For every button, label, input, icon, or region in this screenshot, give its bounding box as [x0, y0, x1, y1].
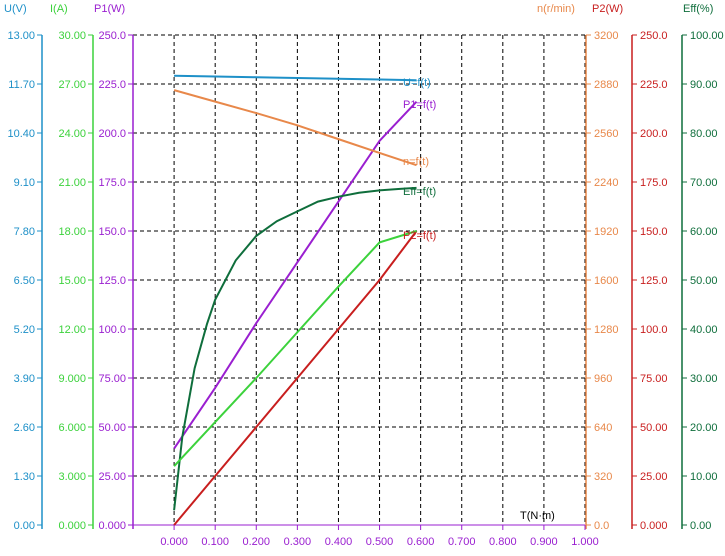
tick-label-p1: 200.0: [98, 128, 126, 140]
x-tick-label: 1.000: [571, 536, 599, 548]
x-tick-label: 0.200: [243, 536, 271, 548]
curve-label: n=f(t): [403, 156, 429, 168]
series-line-eff: [173, 186, 417, 511]
tick-label-p2: 50.00: [640, 422, 668, 434]
tick-label-i: 6.000: [58, 422, 86, 434]
tick-label-p2: 150.0: [640, 226, 668, 238]
series-line-u: [174, 74, 417, 82]
tick-label-p2: 200.0: [640, 128, 668, 140]
curve-label: P1=f(t): [403, 99, 436, 111]
tick-label-eff: 90.00: [690, 79, 718, 91]
axis-title-u: U(V): [4, 3, 27, 15]
tick-label-n: 2240: [594, 177, 618, 189]
series-line-p1: [173, 100, 418, 450]
tick-label-n: 320: [594, 471, 612, 483]
tick-label-n: 2880: [594, 79, 618, 91]
tick-label-eff: 20.00: [690, 422, 718, 434]
x-tick-label: 0.700: [448, 536, 476, 548]
tick-label-eff: 0.00: [690, 520, 711, 532]
tick-label-u: 3.90: [14, 373, 35, 385]
tick-label-u: 0.00: [14, 520, 35, 532]
tick-label-p2: 250.0: [640, 30, 668, 42]
tick-label-p1: 175.0: [98, 177, 126, 189]
tick-label-eff: 100.00: [690, 30, 724, 42]
tick-label-eff: 60.00: [690, 226, 718, 238]
tick-label-p2: 175.0: [640, 177, 668, 189]
tick-label-n: 1280: [594, 324, 618, 336]
series-line-i: [173, 230, 417, 467]
tick-label-i: 27.00: [58, 79, 86, 91]
tick-label-p2: 25.00: [640, 471, 668, 483]
x-tick-label: 0.600: [407, 536, 435, 548]
tick-label-i: 3.000: [58, 471, 86, 483]
x-tick-label: 0.100: [201, 536, 229, 548]
axis-title-n: n(r/min): [537, 3, 575, 15]
tick-label-n: 2560: [594, 128, 618, 140]
tick-label-i: 0.000: [58, 520, 86, 532]
tick-label-u: 7.80: [14, 226, 35, 238]
axis-title-p2: P2(W): [592, 3, 623, 15]
tick-label-p1: 75.00: [98, 373, 126, 385]
tick-label-i: 30.00: [58, 30, 86, 42]
tick-label-u: 1.30: [14, 471, 35, 483]
tick-label-i: 24.00: [58, 128, 86, 140]
x-tick-label: 0.300: [284, 536, 312, 548]
curve-label: P2=f(t): [403, 230, 436, 242]
curve-label: Eff=f(t): [403, 186, 436, 198]
tick-label-i: 12.00: [58, 324, 86, 336]
tick-label-n: 1920: [594, 226, 618, 238]
tick-label-n: 0.0: [594, 520, 609, 532]
tick-label-eff: 70.00: [690, 177, 718, 189]
x-tick-label: 0.900: [530, 536, 558, 548]
tick-label-eff: 30.00: [690, 373, 718, 385]
tick-label-n: 640: [594, 422, 612, 434]
tick-label-p1: 150.0: [98, 226, 126, 238]
tick-label-eff: 80.00: [690, 128, 718, 140]
tick-label-u: 2.60: [14, 422, 35, 434]
tick-label-n: 3200: [594, 30, 618, 42]
tick-label-i: 18.00: [58, 226, 86, 238]
series-line-p2: [173, 230, 418, 526]
tick-label-u: 6.50: [14, 275, 35, 287]
tick-label-eff: 50.00: [690, 275, 718, 287]
tick-label-eff: 40.00: [690, 324, 718, 336]
x-axis-title: T(N·m): [520, 510, 555, 522]
tick-label-p2: 100.0: [640, 324, 668, 336]
x-tick-label: 0.800: [489, 536, 517, 548]
tick-label-i: 21.00: [58, 177, 86, 189]
x-tick-label: 0.400: [325, 536, 353, 548]
tick-label-p2: 75.00: [640, 373, 668, 385]
tick-label-p2: 225.0: [640, 79, 668, 91]
tick-label-n: 1600: [594, 275, 618, 287]
axis-title-eff: Eff(%): [683, 3, 713, 15]
tick-label-u: 5.20: [14, 324, 35, 336]
axis-title-i: I(A): [50, 3, 68, 15]
tick-label-p1: 125.0: [98, 275, 126, 287]
tick-label-u: 11.70: [8, 79, 35, 91]
tick-label-eff: 10.00: [690, 471, 718, 483]
axis-title-p1: P1(W): [94, 3, 125, 15]
tick-label-p1: 0.000: [98, 520, 126, 532]
tick-label-u: 13.00: [7, 30, 35, 42]
tick-label-p1: 25.00: [98, 471, 126, 483]
series-line-n: [173, 89, 417, 167]
tick-label-p1: 100.0: [98, 324, 126, 336]
tick-label-i: 9.000: [58, 373, 86, 385]
tick-label-p2: 125.0: [640, 275, 668, 287]
tick-label-p1: 250.0: [98, 30, 126, 42]
tick-label-u: 10.40: [7, 128, 35, 140]
tick-label-p1: 225.0: [98, 79, 126, 91]
tick-label-p2: 0.000: [640, 520, 668, 532]
curve-label: U=f(t): [403, 77, 431, 89]
tick-label-n: 960: [594, 373, 612, 385]
tick-label-i: 15.00: [58, 275, 86, 287]
tick-label-u: 9.10: [14, 177, 35, 189]
x-tick-label: 0.000: [160, 536, 188, 548]
tick-label-p1: 50.00: [98, 422, 126, 434]
x-tick-label: 0.500: [366, 536, 394, 548]
